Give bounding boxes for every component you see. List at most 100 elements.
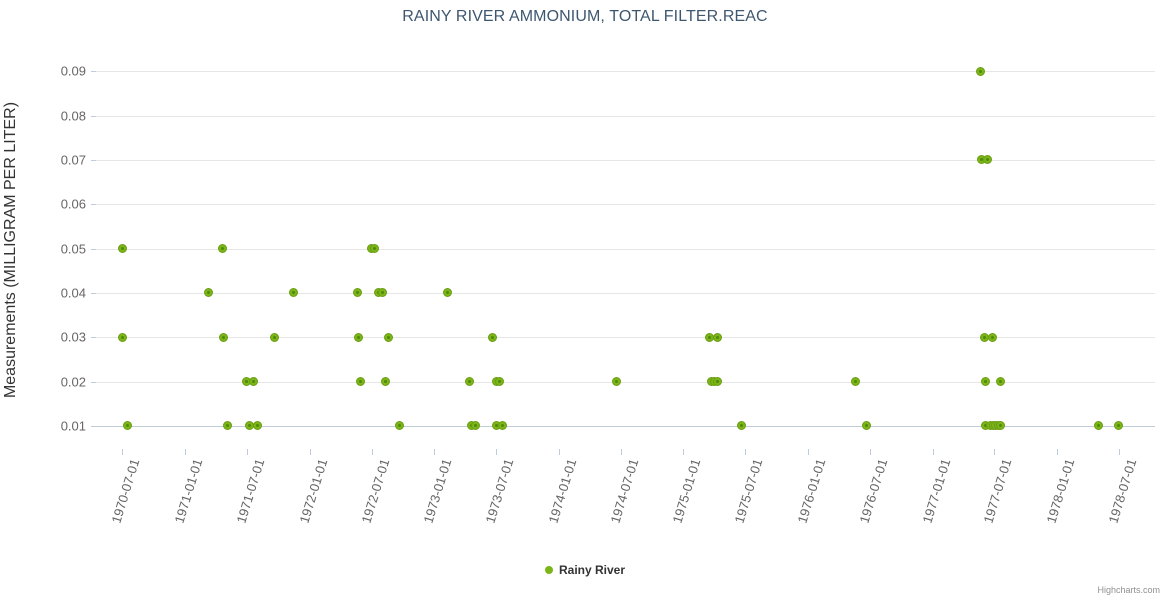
y-gridline: [96, 71, 1155, 73]
x-tick-mark: [309, 449, 311, 455]
legend-item-label: Rainy River: [558, 563, 626, 577]
data-point[interactable]: [487, 332, 497, 342]
x-tick-label: 1974-07-01: [607, 457, 641, 525]
x-tick-label: 1977-01-01: [919, 457, 953, 525]
data-point[interactable]: [465, 377, 475, 387]
x-tick-mark: [185, 449, 187, 455]
data-point[interactable]: [352, 288, 362, 298]
y-tick-mark: [91, 159, 96, 161]
x-tick-label: 1976-01-01: [794, 457, 829, 525]
x-tick-label: 1978-01-01: [1043, 457, 1078, 525]
data-point[interactable]: [987, 332, 997, 342]
data-point[interactable]: [117, 332, 127, 342]
x-tick-label: 1977-07-01: [980, 457, 1015, 525]
x-tick-label: 1972-07-01: [358, 457, 392, 525]
data-point[interactable]: [122, 421, 132, 431]
data-point[interactable]: [1114, 421, 1124, 431]
y-tick-label: 0.05: [60, 241, 86, 257]
data-point[interactable]: [980, 377, 990, 387]
chart-legend: Rainy River: [0, 563, 1170, 577]
data-point[interactable]: [377, 288, 387, 298]
x-tick-label: 1975-01-01: [669, 457, 704, 525]
data-point[interactable]: [494, 377, 504, 387]
x-tick-label: 1973-01-01: [420, 457, 455, 525]
x-tick-mark: [932, 449, 934, 455]
x-tick-mark: [434, 449, 436, 455]
x-tick-label: 1973-07-01: [482, 457, 517, 525]
data-point[interactable]: [394, 421, 404, 431]
data-point[interactable]: [612, 377, 622, 387]
data-point[interactable]: [861, 421, 871, 431]
y-tick-label: 0.09: [60, 63, 86, 79]
x-tick-label: 1971-07-01: [233, 457, 268, 525]
x-tick-mark: [620, 449, 622, 455]
data-point[interactable]: [1093, 421, 1103, 431]
x-tick-label: 1976-07-01: [856, 457, 891, 525]
y-gridline: [96, 159, 1155, 161]
plot-area[interactable]: [96, 47, 1155, 448]
data-point[interactable]: [219, 332, 229, 342]
x-tick-mark: [1118, 449, 1120, 455]
data-point[interactable]: [370, 244, 380, 254]
data-point[interactable]: [356, 377, 366, 387]
x-tick-mark: [745, 449, 747, 455]
data-point[interactable]: [269, 332, 279, 342]
data-point[interactable]: [354, 332, 364, 342]
x-tick-label: 1970-07-01: [108, 457, 143, 525]
data-point[interactable]: [203, 288, 213, 298]
y-tick-mark: [91, 248, 96, 250]
data-point[interactable]: [975, 66, 985, 76]
y-tick-mark: [91, 292, 96, 294]
data-point[interactable]: [217, 244, 227, 254]
y-tick-label: 0.02: [60, 374, 86, 390]
x-tick-label: 1975-07-01: [731, 457, 766, 525]
y-gridline: [96, 248, 1155, 250]
y-tick-mark: [91, 71, 96, 73]
y-gridline: [96, 115, 1155, 117]
highcharts-credits[interactable]: Highcharts.com: [1097, 585, 1160, 595]
x-tick-mark: [1057, 449, 1059, 455]
y-tick-mark: [91, 115, 96, 117]
y-gridline: [96, 337, 1155, 339]
legend-marker-icon: [544, 566, 553, 574]
y-tick-label: 0.07: [60, 152, 86, 168]
data-point[interactable]: [252, 421, 262, 431]
x-tick-mark: [371, 449, 373, 455]
data-point[interactable]: [248, 377, 258, 387]
data-point[interactable]: [712, 332, 722, 342]
y-gridline: [96, 292, 1155, 294]
x-tick-mark: [122, 449, 124, 455]
data-point[interactable]: [851, 377, 861, 387]
data-point[interactable]: [443, 288, 453, 298]
data-point[interactable]: [384, 332, 394, 342]
data-point[interactable]: [288, 288, 298, 298]
data-point[interactable]: [982, 155, 992, 165]
y-tick-label: 0.08: [60, 108, 86, 124]
x-tick-mark: [869, 449, 871, 455]
data-point[interactable]: [380, 377, 390, 387]
y-tick-mark: [91, 204, 96, 206]
data-point[interactable]: [736, 421, 746, 431]
x-tick-mark: [683, 449, 685, 455]
y-tick-mark: [91, 425, 96, 427]
y-tick-label: 0.06: [60, 196, 86, 212]
data-point[interactable]: [996, 377, 1006, 387]
y-tick-mark: [91, 337, 96, 339]
x-tick-label: 1978-07-01: [1105, 457, 1140, 525]
x-tick-label: 1972-01-01: [296, 457, 330, 525]
x-tick-mark: [994, 449, 996, 455]
data-point[interactable]: [712, 377, 722, 387]
x-tick-mark: [496, 449, 498, 455]
data-point[interactable]: [222, 421, 232, 431]
data-point[interactable]: [470, 421, 480, 431]
data-point[interactable]: [996, 421, 1006, 431]
legend-item-rainy-river[interactable]: Rainy River: [544, 563, 626, 577]
data-point[interactable]: [498, 421, 508, 431]
data-point[interactable]: [117, 244, 127, 254]
x-tick-mark: [246, 449, 248, 455]
y-gridline: [96, 381, 1155, 383]
x-tick-mark: [558, 449, 560, 455]
y-tick-label: 0.01: [60, 418, 86, 434]
y-tick-label: 0.04: [60, 285, 86, 301]
